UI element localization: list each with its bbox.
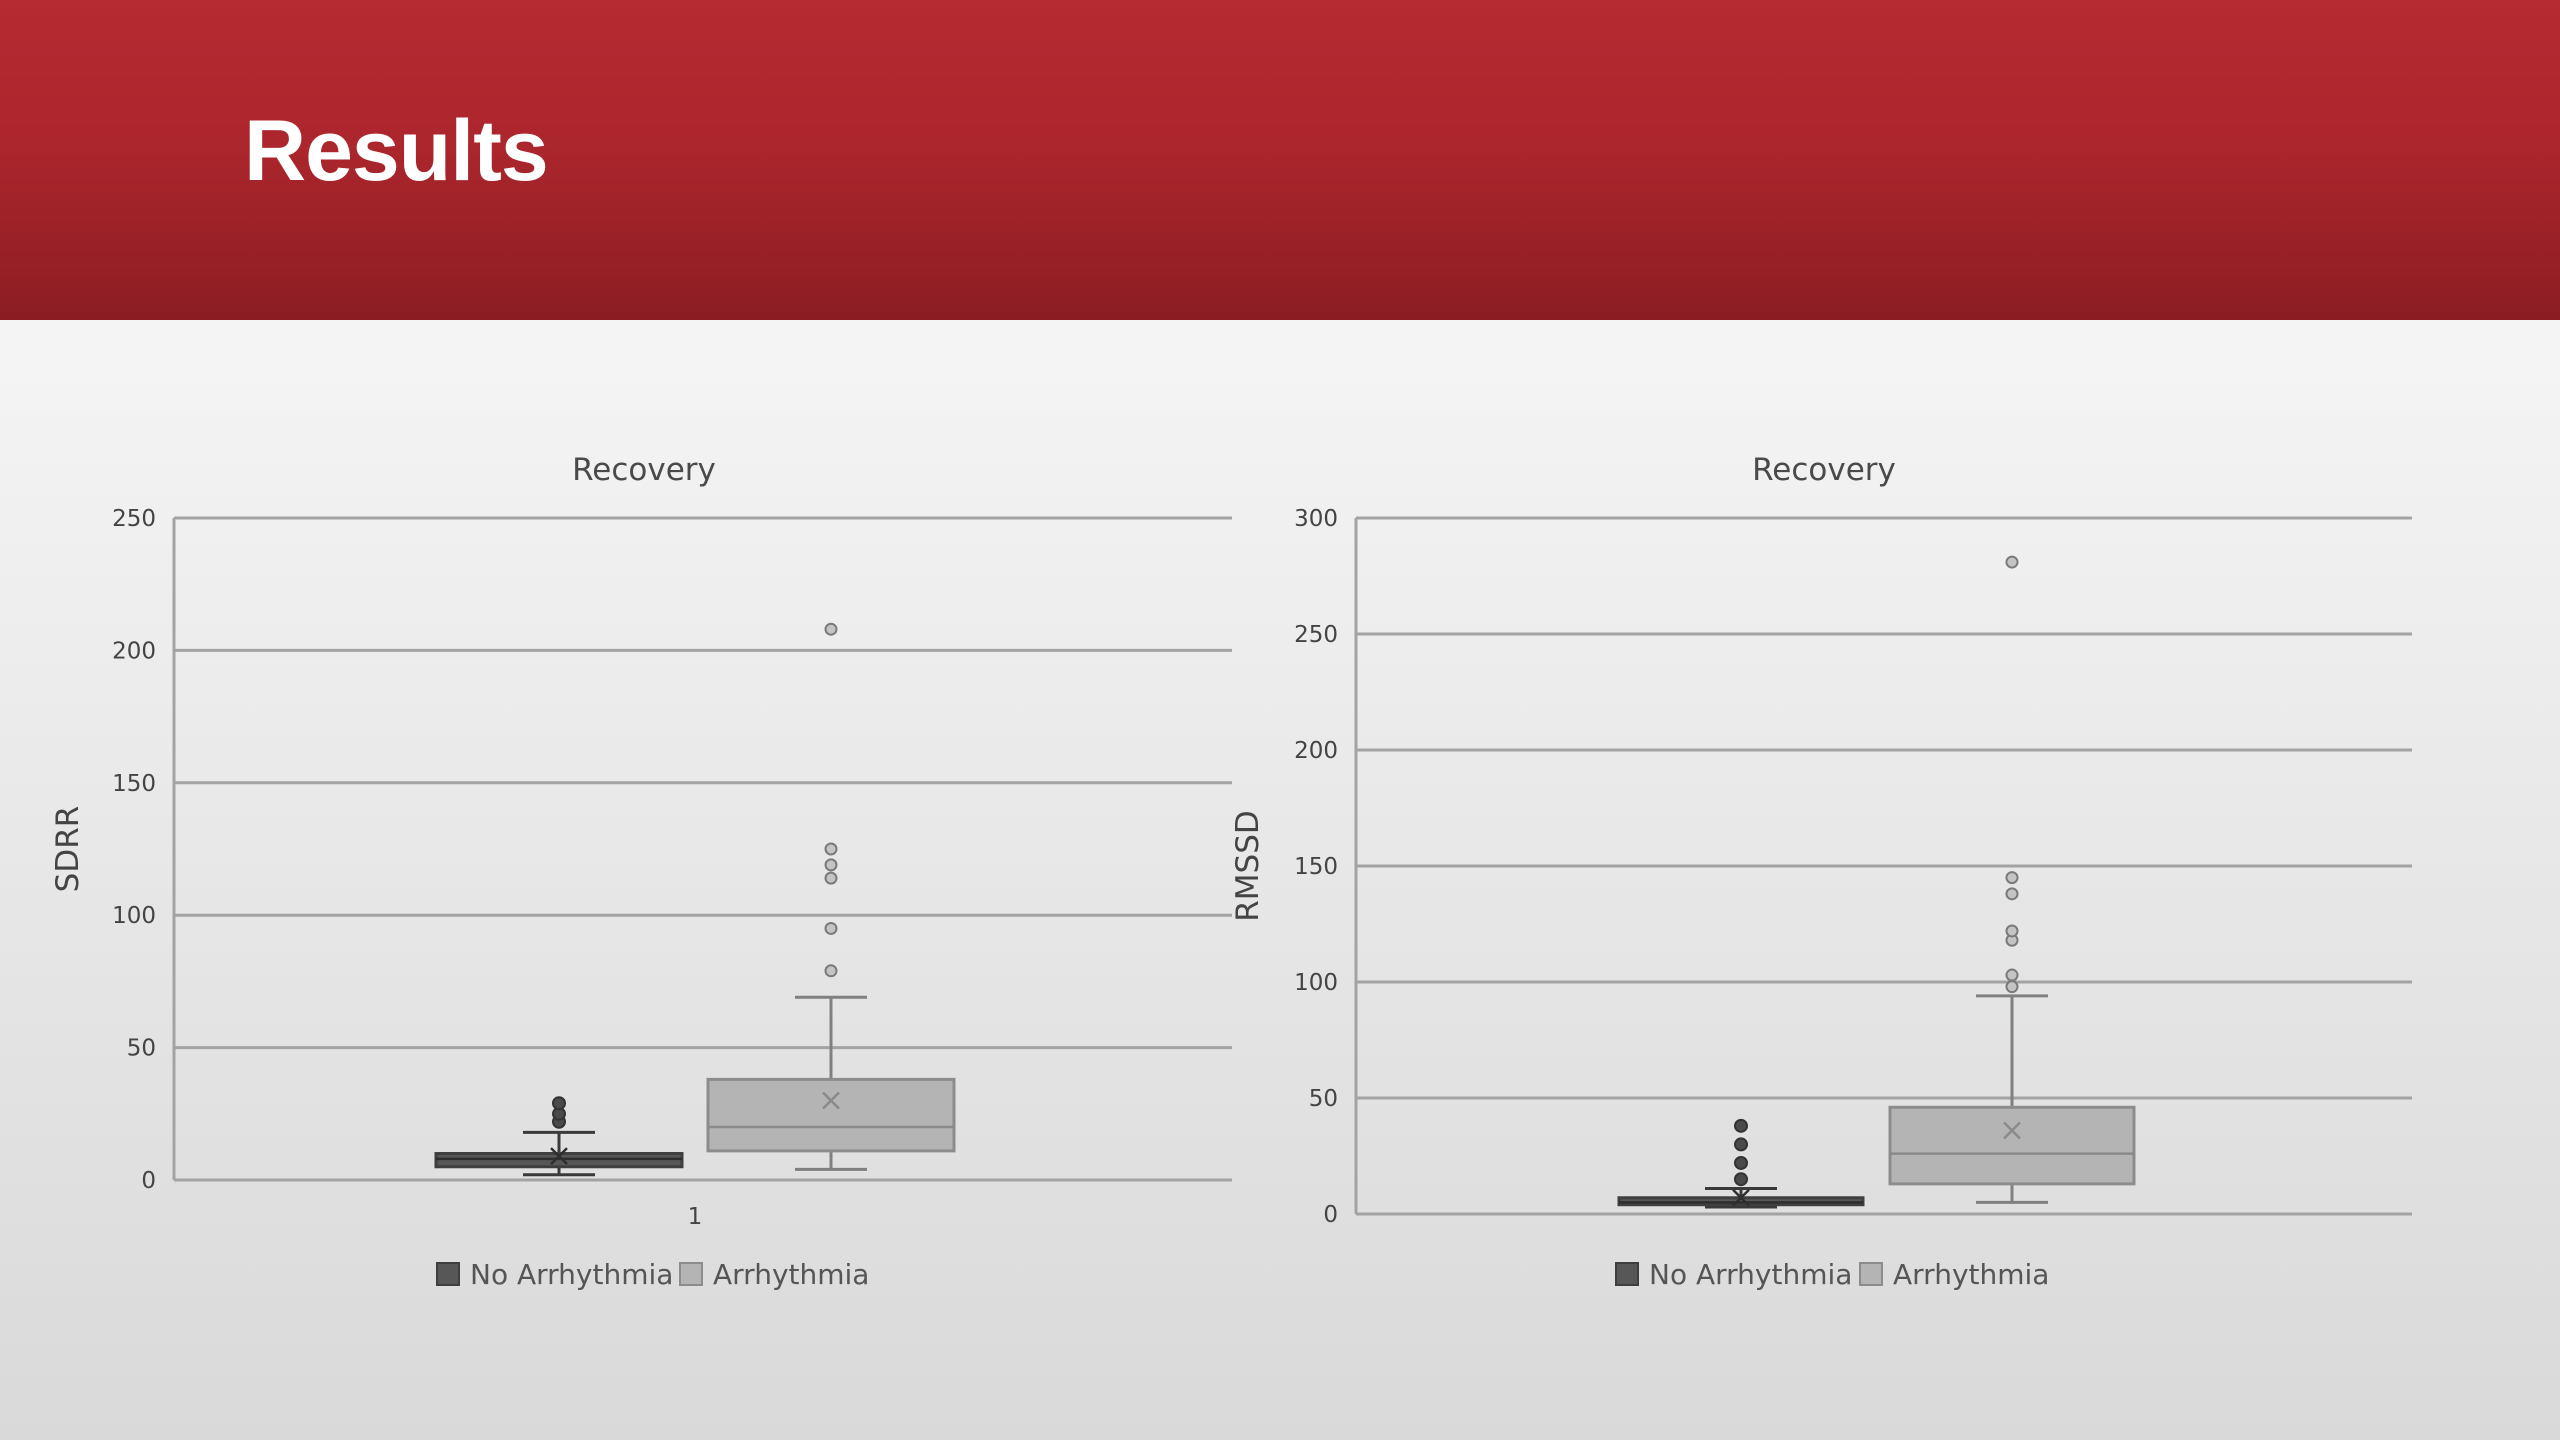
y-tick-label: 100 — [1294, 970, 1338, 996]
iqr-box — [434, 1152, 684, 1169]
iqr-box — [706, 1077, 956, 1153]
legend-swatch-arrhythmia — [1859, 1262, 1883, 1286]
outlier-point — [824, 871, 838, 885]
outlier-point — [2005, 871, 2019, 885]
y-tick-label: 0 — [141, 1168, 156, 1194]
y-axis-label: SDRR — [50, 806, 86, 893]
legend-label-arrhythmia: Arrhythmia — [713, 1258, 869, 1291]
mean-marker — [2003, 1121, 2021, 1140]
y-tick-label: 100 — [112, 903, 156, 929]
outlier-point — [2005, 924, 2019, 938]
slide-title: Results — [244, 103, 549, 199]
outlier-point — [824, 858, 838, 872]
y-tick-label: 250 — [1294, 622, 1338, 648]
mean-marker — [550, 1147, 568, 1166]
outlier-point — [2005, 555, 2019, 569]
outlier-point — [552, 1096, 566, 1111]
iqr-box — [1888, 1105, 2136, 1186]
outlier-point — [824, 842, 838, 856]
legend-label-no-arrhythmia: No Arrhythmia — [470, 1258, 673, 1291]
chart-title: Recovery — [572, 452, 716, 488]
y-tick-label: 0 — [1323, 1202, 1338, 1228]
boxplot-no-arrhythmia — [434, 1096, 684, 1177]
outlier-point — [2005, 887, 2019, 901]
boxplot-arrhythmia — [1888, 555, 2136, 1204]
y-tick-label: 150 — [1294, 854, 1338, 880]
outlier-point — [1734, 1137, 1748, 1152]
legend-label-arrhythmia: Arrhythmia — [1893, 1258, 2049, 1291]
mean-marker — [1732, 1188, 1750, 1207]
chart-title: Recovery — [1752, 452, 1896, 488]
y-axis-label: RMSSD — [1230, 810, 1266, 922]
y-tick-label: 300 — [1294, 506, 1338, 532]
y-tick-label: 200 — [1294, 738, 1338, 764]
y-tick-label: 50 — [1309, 1086, 1338, 1112]
outlier-point — [824, 964, 838, 978]
y-tick-label: 150 — [112, 771, 156, 797]
legend-swatch-no-arrhythmia — [436, 1262, 460, 1286]
mean-marker — [822, 1091, 840, 1110]
legend-swatch-arrhythmia — [679, 1262, 703, 1286]
outlier-point — [824, 622, 838, 636]
outlier-point — [1734, 1172, 1748, 1187]
y-tick-label: 250 — [112, 506, 156, 532]
outlier-point — [2005, 980, 2019, 994]
outlier-point — [824, 921, 838, 935]
slide-header: Results — [0, 0, 2560, 320]
y-tick-label: 50 — [127, 1036, 156, 1062]
outlier-point — [1734, 1118, 1748, 1133]
boxplot-arrhythmia — [706, 622, 956, 1171]
legend-label-no-arrhythmia: No Arrhythmia — [1649, 1258, 1852, 1291]
x-category-label: 1 — [688, 1204, 703, 1230]
legend-swatch-no-arrhythmia — [1615, 1262, 1639, 1286]
y-tick-label: 200 — [112, 638, 156, 664]
boxplot-no-arrhythmia — [1617, 1118, 1865, 1209]
outlier-point — [1734, 1155, 1748, 1170]
outlier-point — [2005, 968, 2019, 982]
